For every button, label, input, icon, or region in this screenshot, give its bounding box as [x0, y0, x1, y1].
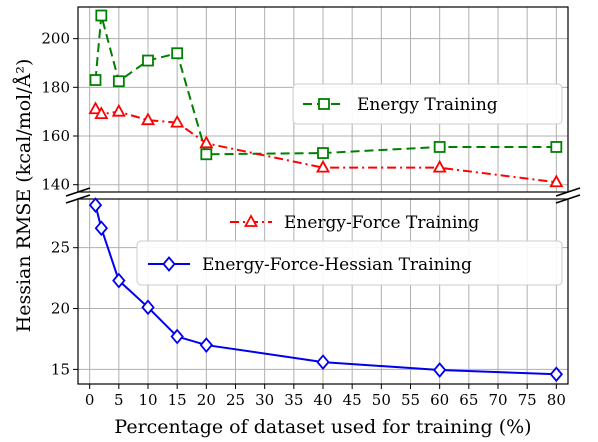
- legend-box-lower: [136, 240, 563, 286]
- data-point: [170, 328, 184, 345]
- data-point: [199, 135, 214, 149]
- legend-upper: Energy Training: [292, 83, 563, 125]
- series-1: [88, 101, 564, 188]
- x-tick-label: 0: [85, 391, 95, 409]
- data-point: [549, 174, 564, 188]
- x-tick-label: 5: [114, 391, 124, 409]
- y-tick-label: 200: [41, 30, 70, 48]
- axis-break-marks: [64, 187, 582, 204]
- y-tick-label: 160: [41, 127, 70, 145]
- data-point: [140, 112, 156, 126]
- data-point: [316, 354, 330, 370]
- legend-label: Energy-Force Training: [284, 213, 479, 233]
- legend-marker: [162, 256, 176, 272]
- legend-label: Energy Training: [357, 95, 498, 115]
- x-tick-label: 20: [197, 391, 216, 409]
- x-tick-label: 80: [547, 391, 566, 409]
- upper-panel-frame: [77, 6, 569, 193]
- x-tick-label: 25: [226, 391, 245, 409]
- data-point: [142, 54, 154, 67]
- data-point: [88, 101, 103, 115]
- series-layer: [88, 9, 564, 383]
- x-tick-label: 60: [430, 391, 449, 409]
- data-point: [432, 159, 447, 173]
- x-tick-label: 50: [372, 391, 391, 409]
- x-tick-label: 65: [459, 391, 478, 409]
- legend-marker: [243, 214, 259, 227]
- y-tick-label: 20: [51, 300, 70, 318]
- x-tick-label: 15: [168, 391, 187, 409]
- legend-lower: Energy-Force Training Energy-Force-Hessia…: [136, 213, 563, 286]
- upper-y-ticks: 140 160 180 200: [41, 30, 78, 194]
- break-slash-bottom-1: [555, 194, 581, 204]
- series-2: [88, 197, 564, 383]
- data-point: [170, 114, 185, 128]
- series-0: [89, 9, 563, 161]
- data-point: [315, 159, 331, 173]
- data-point: [112, 75, 125, 88]
- x-tick-label: 35: [284, 391, 303, 409]
- legend-box-upper: [292, 83, 563, 125]
- break-slash-bottom-0: [65, 194, 91, 204]
- y-axis-label: Hessian RMSE (kcal/mol/Å²): [13, 59, 35, 333]
- x-tick-label: 30: [255, 391, 274, 409]
- x-axis-label: Percentage of dataset used for training …: [114, 416, 531, 438]
- y-tick-label: 180: [41, 78, 70, 96]
- x-tick-label: 10: [138, 391, 157, 409]
- data-point: [433, 141, 446, 153]
- x-tick-label: 75: [518, 391, 537, 409]
- break-slash-top-1: [555, 187, 581, 197]
- legend-label: Energy-Force-Hessian Training: [202, 255, 472, 275]
- x-tick-label: 40: [313, 391, 332, 409]
- y-tick-label: 15: [51, 360, 70, 378]
- data-point: [171, 47, 184, 60]
- data-point: [549, 366, 564, 383]
- data-point: [111, 103, 126, 117]
- data-point: [141, 299, 155, 316]
- y-tick-label: 140: [41, 176, 70, 194]
- legend-marker: [318, 98, 330, 110]
- x-ticks: 0 5 10 15 20 25 30 35 40 45 50 55 60 65 70 75 80: [85, 384, 566, 409]
- data-point: [89, 74, 102, 86]
- lower-y-ticks: 15 20 25: [51, 239, 78, 378]
- data-point: [94, 220, 109, 237]
- data-point: [200, 148, 213, 161]
- break-slash-top-0: [65, 187, 91, 197]
- data-point: [94, 106, 109, 120]
- data-point: [95, 9, 108, 22]
- break-gap-0: [64, 193, 92, 198]
- data-point: [199, 337, 214, 353]
- x-tick-label: 55: [401, 391, 420, 409]
- data-point: [112, 272, 126, 289]
- break-gap-1: [554, 193, 582, 198]
- x-tick-label: 45: [343, 391, 362, 409]
- data-point: [317, 147, 329, 159]
- data-point: [88, 197, 103, 213]
- data-point: [550, 141, 563, 153]
- y-tick-label: 25: [51, 239, 70, 257]
- x-tick-label: 70: [488, 391, 507, 409]
- data-point: [432, 362, 447, 378]
